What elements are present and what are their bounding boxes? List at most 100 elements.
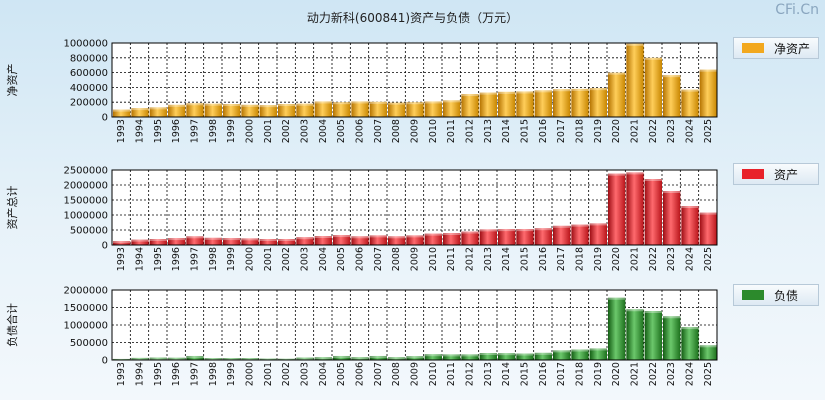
bar-highlight (241, 104, 259, 107)
x-tick-label: 2012 (465, 247, 476, 271)
bar-highlight (168, 238, 186, 241)
x-tick-label: 2005 (336, 247, 347, 271)
bar (168, 357, 186, 360)
bar (149, 357, 167, 360)
x-tick-label: 2024 (685, 247, 696, 271)
x-tick-label: 2014 (501, 362, 512, 386)
x-tick-label: 2017 (556, 362, 567, 386)
bar-highlight (131, 357, 149, 360)
y-axis-label: 净资产 (5, 64, 19, 97)
bar (388, 102, 406, 117)
x-tick-label: 2005 (336, 119, 347, 143)
bar-highlight (333, 102, 351, 105)
bar-highlight (204, 358, 222, 361)
bar (351, 236, 369, 245)
bar-highlight (608, 297, 626, 300)
bar-highlight (388, 357, 406, 360)
x-tick-label: 2022 (648, 247, 659, 271)
legend-swatch (742, 290, 764, 300)
bar (626, 43, 644, 117)
bar (314, 236, 332, 245)
bar-highlight (663, 75, 681, 78)
bar (113, 109, 131, 117)
bar (516, 91, 534, 117)
x-tick-label: 2006 (355, 119, 366, 143)
bar (443, 354, 461, 360)
x-tick-label: 1994 (135, 119, 146, 143)
x-tick-label: 2002 (281, 119, 292, 143)
bar-highlight (223, 358, 241, 361)
legend-total-liabilities: 负债 (733, 284, 819, 306)
bar (296, 237, 314, 245)
bar (113, 241, 131, 245)
x-tick-label: 1999 (226, 362, 237, 386)
x-tick-label: 2000 (245, 362, 256, 386)
x-tick-label: 2021 (630, 362, 641, 386)
bar-highlight (498, 229, 516, 232)
bar (369, 235, 387, 245)
bar (204, 358, 222, 360)
bar-highlight (186, 355, 204, 358)
x-tick-label: 1997 (190, 119, 201, 143)
bar (296, 103, 314, 117)
x-tick-label: 2017 (556, 247, 567, 271)
x-tick-label: 1999 (226, 247, 237, 271)
bar (241, 104, 259, 117)
bar (314, 101, 332, 117)
x-tick-label: 2010 (428, 119, 439, 143)
x-tick-label: 2012 (465, 119, 476, 143)
x-tick-label: 2007 (373, 362, 384, 386)
legend-label: 资产 (774, 167, 799, 182)
y-tick-label: 500000 (70, 338, 108, 349)
y-tick-label: 600000 (70, 68, 108, 79)
bar (351, 101, 369, 117)
y-tick-label: 400000 (70, 83, 108, 94)
bar-highlight (369, 355, 387, 358)
bar-highlight (168, 104, 186, 107)
x-tick-label: 2009 (410, 119, 421, 143)
x-tick-label: 1998 (208, 247, 219, 271)
bar (553, 225, 571, 245)
x-tick-label: 2008 (391, 362, 402, 386)
x-tick-label: 2007 (373, 247, 384, 271)
x-tick-label: 2011 (446, 119, 457, 143)
bar-highlight (406, 356, 424, 359)
bar (663, 191, 681, 245)
y-tick-label: 1000000 (63, 321, 108, 332)
bar (223, 104, 241, 117)
x-tick-label: 2018 (575, 119, 586, 143)
x-tick-label: 1994 (135, 247, 146, 271)
x-tick-label: 2013 (483, 119, 494, 143)
bar-highlight (571, 349, 589, 352)
y-tick-label: 200000 (70, 98, 108, 109)
bar (534, 228, 552, 245)
bar (571, 224, 589, 245)
x-tick-label: 2001 (263, 247, 274, 271)
y-tick-label: 1500000 (63, 196, 108, 207)
bar (699, 212, 717, 245)
bar-highlight (278, 104, 296, 107)
bar-highlight (406, 102, 424, 105)
bar-highlight (534, 352, 552, 355)
bar (204, 103, 222, 117)
legend-swatch (742, 169, 764, 179)
bar-highlight (223, 104, 241, 107)
y-tick-label: 2500000 (63, 166, 108, 177)
bar (241, 238, 259, 245)
bar-highlight (369, 235, 387, 238)
bar (553, 89, 571, 117)
bar-highlight (406, 235, 424, 238)
bar-highlight (479, 229, 497, 232)
bar-highlight (589, 88, 607, 91)
x-tick-label: 2000 (245, 119, 256, 143)
x-tick-label: 2010 (428, 362, 439, 386)
bar (241, 358, 259, 360)
bar-highlight (443, 233, 461, 235)
bar (223, 238, 241, 245)
x-tick-label: 2023 (666, 362, 677, 386)
x-tick-label: 2002 (281, 247, 292, 271)
bar-highlight (479, 92, 497, 95)
watermark-logo: CFi.Cn (775, 2, 819, 18)
bar (388, 236, 406, 245)
plot-border (111, 42, 718, 118)
